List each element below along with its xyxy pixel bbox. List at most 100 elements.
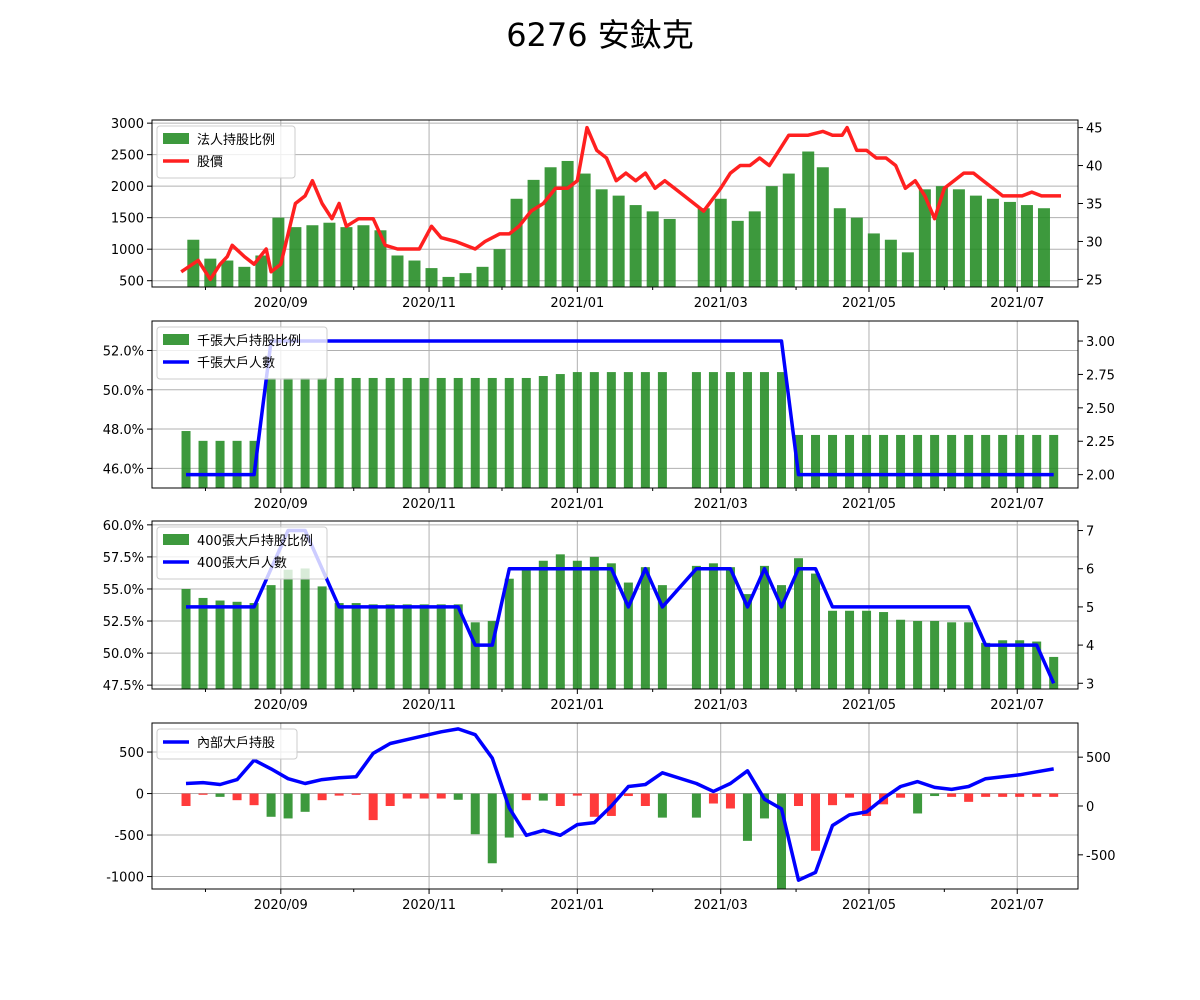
bar: [947, 622, 957, 689]
bar: [828, 434, 838, 488]
x-tick-label: 2021/03: [694, 698, 748, 713]
bar: [589, 556, 599, 689]
legend-swatch-bar: [163, 534, 189, 545]
bar: [317, 793, 327, 801]
bar: [198, 597, 208, 689]
bar: [776, 372, 786, 488]
x-tick-label: 2021/05: [842, 898, 896, 913]
bar: [215, 793, 225, 797]
bar: [828, 610, 838, 689]
legend-label: 法人持股比例: [197, 133, 275, 148]
bar: [595, 189, 608, 287]
x-tick-label: 2021/07: [990, 898, 1044, 913]
bar: [828, 793, 838, 806]
bar: [969, 195, 982, 287]
bar: [391, 255, 404, 287]
y-right-tick-label: 3.00: [1086, 335, 1115, 350]
y-left-tick-label: 46.0%: [103, 462, 144, 477]
bar: [879, 612, 889, 689]
bar: [776, 793, 786, 889]
bar: [896, 619, 906, 689]
bar: [862, 434, 872, 488]
bar: [436, 793, 446, 799]
bar: [793, 558, 803, 689]
bar: [266, 585, 276, 689]
bar: [845, 793, 855, 798]
bar: [572, 372, 582, 488]
bar: [930, 434, 940, 488]
bar: [368, 604, 378, 689]
bar: [589, 372, 599, 488]
bar: [323, 222, 336, 287]
x-tick-label: 2020/09: [254, 698, 308, 713]
bar: [544, 167, 557, 287]
bar: [930, 793, 940, 797]
bar: [1003, 201, 1016, 287]
y-right-tick-label: 2.75: [1086, 368, 1115, 383]
x-tick-label: 2021/01: [550, 497, 604, 512]
bar: [215, 600, 225, 689]
y-left-tick-label: 52.5%: [103, 615, 144, 630]
bar: [317, 586, 327, 689]
bar: [1015, 640, 1025, 689]
bar: [640, 793, 650, 806]
y-left-tick-label: -500: [114, 829, 144, 844]
bar: [691, 793, 701, 818]
bar: [510, 198, 523, 287]
bar: [385, 377, 395, 488]
bar: [725, 372, 735, 488]
bar: [657, 793, 667, 818]
bar: [181, 431, 191, 488]
bar: [470, 622, 480, 689]
x-tick-label: 2021/03: [694, 296, 748, 311]
legend-label: 400張大戶人數: [197, 556, 287, 571]
bar: [759, 565, 769, 689]
bar: [623, 372, 633, 488]
bar: [351, 377, 361, 488]
bar: [606, 372, 616, 488]
bar: [850, 217, 863, 287]
page-title: 6276 安鈦克: [506, 16, 694, 54]
bar: [436, 377, 446, 488]
bar: [1049, 656, 1059, 689]
bar: [555, 374, 565, 488]
series-line: [186, 528, 1056, 685]
bar: [181, 588, 191, 689]
legend-label: 千張大戶持股比例: [197, 334, 301, 349]
bar: [947, 434, 957, 488]
bar: [555, 554, 565, 689]
bar: [419, 793, 429, 799]
y-left-tick-label: -1000: [106, 871, 144, 886]
bar: [181, 793, 191, 806]
y-left-tick-label: 1500: [111, 212, 144, 227]
legend-box: [156, 125, 296, 179]
bar: [964, 793, 974, 802]
x-tick-label: 2021/07: [990, 698, 1044, 713]
bar: [776, 585, 786, 689]
y-right-tick-label: -500: [1086, 849, 1116, 864]
bar: [504, 793, 514, 838]
bar: [714, 198, 727, 287]
bar: [283, 569, 293, 689]
bar: [1015, 793, 1025, 797]
x-tick-label: 2021/05: [842, 296, 896, 311]
legend-label: 股價: [197, 155, 223, 170]
y-right-tick-label: 0: [1086, 800, 1094, 815]
x-tick-label: 2020/11: [402, 698, 456, 713]
bar: [845, 434, 855, 488]
bar: [402, 793, 412, 799]
series-line: [180, 125, 1061, 282]
bar: [731, 220, 744, 287]
bar: [402, 377, 412, 488]
bar: [453, 604, 463, 689]
legend-swatch-bar: [163, 133, 189, 144]
bar: [300, 377, 310, 488]
x-tick-label: 2021/01: [550, 898, 604, 913]
bar: [436, 604, 446, 689]
bar: [765, 186, 778, 287]
bar: [578, 173, 591, 287]
bar: [453, 793, 463, 800]
y-left-tick-label: 2500: [111, 149, 144, 164]
bar: [470, 793, 480, 835]
